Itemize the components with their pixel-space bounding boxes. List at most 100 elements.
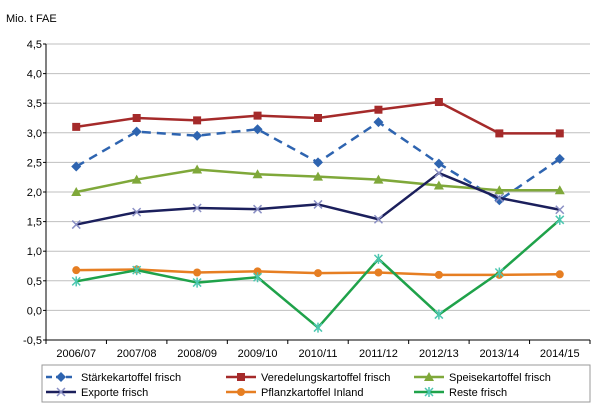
data-point [495, 129, 504, 138]
data-point [555, 129, 564, 138]
legend-label: Veredelungskartoffel frisch [261, 372, 390, 384]
axes [43, 43, 591, 344]
legend-item: Stärkekartoffel frisch [46, 372, 181, 384]
y-tick-label: 1,0 [27, 246, 42, 258]
legend-label: Stärkekartoffel frisch [81, 372, 181, 384]
x-tick-label: 2006/07 [56, 348, 96, 360]
data-point [71, 276, 81, 287]
data-point [373, 253, 383, 264]
data-point [132, 265, 142, 276]
data-point [314, 114, 322, 122]
x-tick-label: 2007/08 [117, 348, 157, 360]
legend-label: Reste frisch [449, 387, 507, 399]
data-point [374, 105, 383, 114]
data-point [193, 268, 202, 277]
legend-label: Pflanzkartoffel Inland [261, 387, 364, 399]
series-line [75, 171, 561, 226]
data-point [193, 116, 202, 125]
x-tick-label: 2011/12 [359, 348, 398, 360]
data-point [71, 187, 82, 196]
data-point [313, 171, 323, 181]
data-point [313, 322, 323, 333]
data-point [494, 185, 505, 195]
data-point [313, 157, 323, 168]
data-point [434, 98, 443, 107]
legend-box [41, 364, 591, 403]
data-point [192, 130, 203, 141]
legend: Stärkekartoffel frisch Veredelungskartoff… [46, 372, 551, 399]
data-point [434, 270, 443, 279]
series-2 [71, 164, 565, 196]
x-tick-label: 2012/13 [419, 348, 459, 360]
x-tick-label: 2013/14 [479, 348, 519, 360]
data-point [253, 272, 263, 283]
legend-marker [237, 373, 245, 381]
data-point [555, 214, 565, 225]
series-4 [72, 265, 564, 279]
data-point [433, 158, 444, 169]
series-3 [71, 168, 565, 230]
data-point [434, 168, 444, 178]
x-tick-label: 2009/10 [238, 348, 278, 360]
data-point [252, 169, 263, 179]
y-tick-label: 1,5 [27, 217, 42, 229]
data-point [374, 268, 383, 277]
series-5 [71, 214, 565, 333]
data-point [131, 126, 142, 137]
y-tick-label: 0,5 [27, 276, 42, 288]
y-tick-label: 3,5 [27, 98, 42, 110]
data-point [71, 220, 81, 230]
y-axis-ticks: -0,5 0,0 0,5 1,0 1,5 2,0 2,5 3,0 3,5 4,0 4,5 [23, 39, 42, 347]
legend-label: Exporte frisch [81, 387, 148, 399]
y-tick-label: 4,5 [27, 39, 42, 51]
legend-marker [56, 372, 66, 382]
y-tick-label: 0,0 [27, 305, 42, 317]
data-point [192, 277, 202, 288]
x-axis-ticks: 2006/07 2007/08 2008/09 2009/10 2010/11 2011/… [56, 348, 579, 360]
data-point [373, 214, 383, 224]
data-point [494, 267, 504, 278]
x-tick-label: 2010/11 [299, 348, 338, 360]
x-tick-label: 2008/09 [177, 348, 217, 360]
legend-item: Speisekartoffel frisch [414, 372, 551, 384]
data-point [555, 205, 565, 215]
data-point [434, 309, 444, 320]
y-tick-label: 3,0 [27, 128, 42, 140]
data-point [192, 203, 202, 213]
data-point [253, 267, 262, 276]
y-tick-label: 2,5 [27, 157, 42, 169]
data-point [555, 270, 564, 279]
data-point [132, 114, 141, 122]
legend-marker [424, 387, 434, 397]
data-point [433, 180, 444, 190]
legend-marker [56, 387, 66, 397]
series-1 [72, 98, 564, 138]
y-tick-label: 2,0 [27, 187, 42, 199]
data-point [313, 199, 323, 209]
series-layer [71, 98, 565, 333]
data-point [72, 122, 81, 131]
legend-item: Reste frisch [414, 387, 507, 399]
legend-label: Speisekartoffel frisch [449, 372, 551, 384]
data-point [253, 111, 262, 120]
legend-item: Veredelungskartoffel frisch [226, 372, 390, 384]
data-point [494, 193, 504, 203]
legend-item: Pflanzkartoffel Inland [226, 387, 364, 399]
data-point [72, 266, 81, 275]
data-point [252, 124, 263, 135]
data-point [314, 269, 322, 278]
data-point [373, 174, 384, 184]
y-tick-label: -0,5 [23, 335, 42, 347]
legend-marker [424, 372, 434, 381]
legend-marker [237, 388, 245, 396]
data-point [131, 174, 142, 184]
y-axis-title: Mio. t FAE [6, 13, 57, 25]
data-point [554, 153, 565, 164]
data-point [253, 204, 263, 214]
y-tick-label: 4,0 [27, 69, 42, 81]
x-tick-label: 2014/15 [540, 348, 580, 360]
data-point [132, 207, 142, 217]
gridlines [46, 43, 590, 341]
data-point [373, 117, 384, 128]
